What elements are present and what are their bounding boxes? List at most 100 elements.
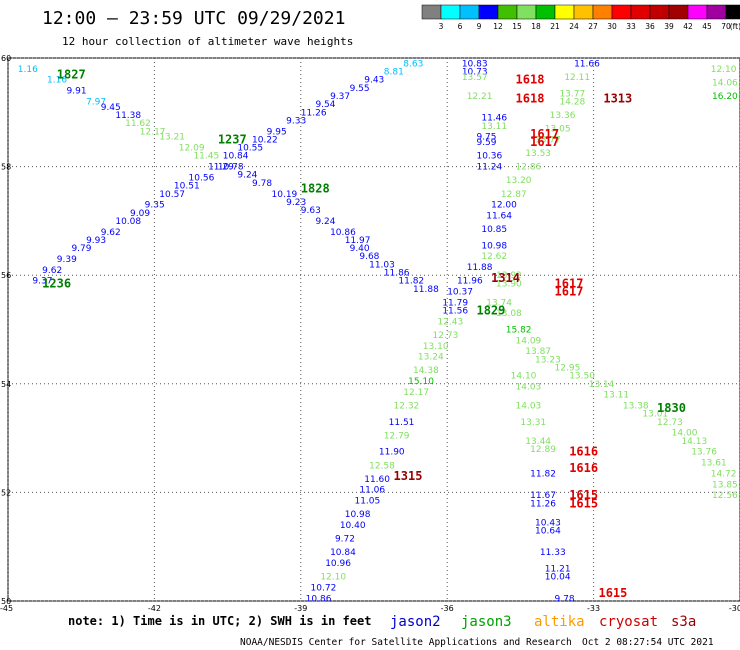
colorbar-swatch — [573, 4, 594, 20]
pass-id-label: 1313 — [603, 92, 632, 106]
swh-value: 10.19 — [272, 190, 298, 200]
pass-id-label: 1829 — [476, 303, 505, 317]
swh-value: 11.90 — [379, 448, 405, 458]
swh-value: 9.45 — [101, 103, 121, 113]
pass-id-label: 1617 — [530, 135, 559, 149]
swh-value: 10.86 — [330, 228, 356, 238]
swh-value: 11.82 — [398, 277, 424, 287]
y-tick-label: 54 — [1, 380, 11, 389]
swh-value: 12.11 — [564, 73, 590, 83]
swh-value: 12.79 — [384, 431, 410, 441]
swh-value: 13.57 — [462, 73, 488, 83]
colorbar-swatch — [687, 4, 708, 20]
swh-value: 14.10 — [511, 372, 537, 382]
colorbar-tick: 39 — [664, 22, 674, 31]
swh-value: 9.43 — [364, 76, 384, 86]
swh-value: 12.17 — [140, 127, 166, 137]
satellite-legend: jason2 jason3 altika cryosat s3a — [390, 614, 696, 630]
swh-value: 12.58 — [369, 461, 395, 471]
colorbar-tick: 18 — [531, 22, 541, 31]
swh-value: 9.24 — [237, 171, 257, 181]
swh-value: 11.56 — [442, 306, 468, 316]
swh-value: 11.38 — [115, 111, 141, 121]
swh-value: 10.98 — [481, 241, 507, 251]
pass-id-label: 1618 — [516, 73, 545, 87]
pass-id-label: 1618 — [516, 92, 545, 106]
swh-value: 10.78 — [218, 163, 244, 173]
colorbar-tick: 42 — [683, 22, 693, 31]
swh-value: 13.53 — [525, 149, 551, 159]
swh-value: 10.08 — [115, 217, 141, 227]
pass-id-label: 1237 — [218, 132, 247, 146]
colorbar-swatch — [611, 4, 632, 20]
colorbar-tick: 6 — [458, 22, 463, 31]
swh-value: 13.10 — [423, 342, 449, 352]
swh-value: 9.78 — [555, 594, 575, 604]
swh-value: 10.84 — [330, 548, 356, 558]
swh-value: 14.03 — [516, 383, 542, 393]
colorbar-swatch — [516, 4, 537, 20]
colorbar-unit: (ft) — [730, 22, 740, 31]
swh-value: 11.26 — [530, 499, 556, 509]
satellite-legend-s3a: s3a — [671, 614, 696, 630]
swh-value: 10.36 — [476, 152, 502, 162]
y-tick-label: 60 — [1, 54, 11, 63]
swh-value: 9.91 — [67, 87, 87, 97]
pass-id-label: 1617 — [555, 284, 584, 298]
colorbar-tick: 70 — [721, 22, 731, 31]
swh-value: 10.64 — [535, 526, 561, 536]
colorbar-tick: 27 — [588, 22, 598, 31]
swh-value: 13.20 — [506, 176, 532, 186]
swh-value: 9.95 — [267, 127, 287, 137]
swh-value: 11.86 — [384, 268, 410, 278]
swh-value: 10.40 — [340, 521, 366, 531]
swh-value: 14.00 — [672, 429, 698, 439]
swh-value: 11.46 — [481, 114, 507, 124]
pass-id-label: 1830 — [657, 401, 686, 415]
pass-id-label: 1615 — [569, 496, 598, 510]
swh-value: 9.39 — [57, 255, 77, 265]
pass-id-label: 1617 — [530, 127, 559, 141]
swh-value: 11.67 — [530, 491, 556, 501]
swh-value: 13.31 — [520, 418, 546, 428]
y-tick-label: 56 — [1, 271, 11, 280]
swh-value: 13.77 — [559, 89, 585, 99]
colorbar-tick: 15 — [512, 22, 522, 31]
x-tick-label: -42 — [148, 604, 161, 613]
colorbar-tick: 45 — [702, 22, 712, 31]
swh-value: 13.36 — [550, 111, 576, 121]
colorbar-swatch — [725, 4, 740, 20]
swh-value: 10.37 — [447, 287, 473, 297]
swh-value: 11.26 — [301, 108, 327, 118]
swh-value: 11.79 — [442, 298, 468, 308]
colorbar-swatch — [421, 4, 442, 20]
y-tick-label: 58 — [1, 163, 11, 172]
swh-value: 1.16 — [18, 65, 38, 75]
colorbar-swatch — [668, 4, 689, 20]
footer-note: note: 1) Time is in UTC; 2) SWH is in fe… — [68, 614, 371, 628]
swh-value: 12.56 — [712, 491, 738, 501]
swh-value: 9.37 — [330, 92, 350, 102]
swh-value: 9.09 — [130, 209, 150, 219]
satellite-legend-jason3: jason3 — [461, 614, 512, 630]
swh-value: 11.82 — [530, 469, 556, 479]
swh-value: 9.72 — [335, 535, 355, 545]
swh-value: 15.82 — [506, 326, 532, 336]
swh-value: 9.33 — [286, 116, 306, 126]
swh-value: 14.72 — [711, 469, 737, 479]
swh-value: 10.43 — [535, 518, 561, 528]
swh-value: 10.57 — [159, 190, 185, 200]
pass-id-label: 1617 — [555, 276, 584, 290]
pass-id-label: 1314 — [491, 271, 520, 285]
swh-value: 11.03 — [369, 260, 395, 270]
swh-value: 13.11 — [603, 391, 629, 401]
swh-value: 12.73 — [433, 331, 459, 341]
swh-value: 13.21 — [159, 133, 185, 143]
swh-value: 11.66 — [574, 59, 600, 69]
satellite-legend-jason2: jason2 — [390, 614, 441, 630]
pass-id-label: 1827 — [57, 67, 86, 81]
chart-subtitle: 12 hour collection of altimeter wave hei… — [62, 35, 353, 48]
swh-value: 11.51 — [389, 418, 415, 428]
swh-value: 11.88 — [467, 263, 493, 273]
swh-value: 12.10 — [711, 65, 737, 75]
